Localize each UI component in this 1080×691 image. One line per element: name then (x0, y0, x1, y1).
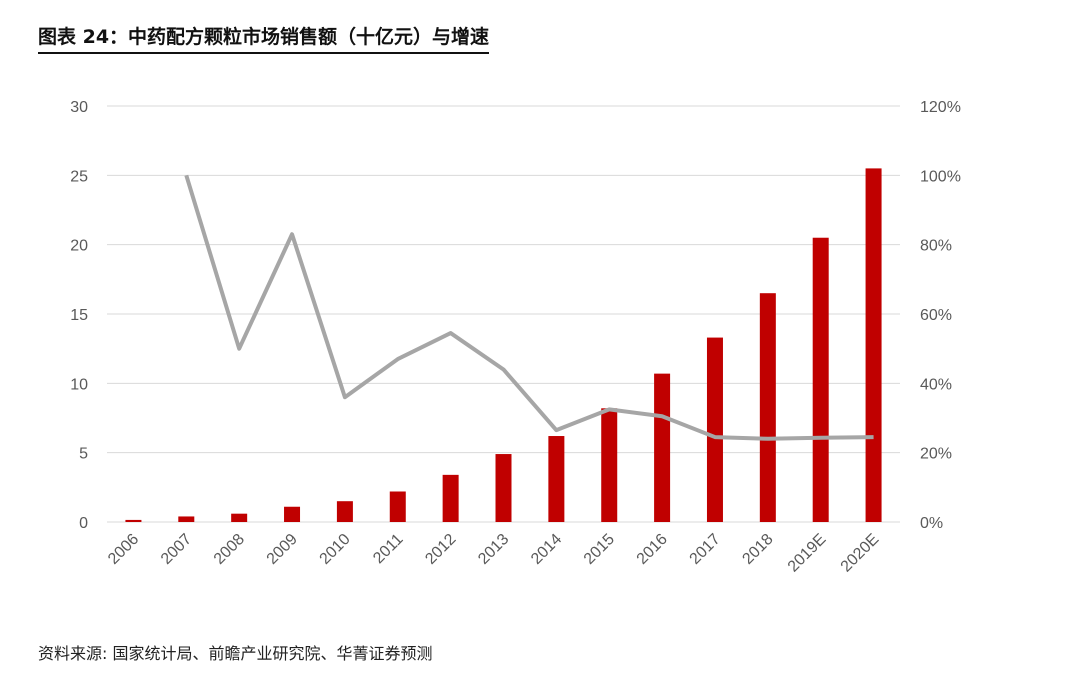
y-left-tick-label: 30 (70, 99, 88, 116)
y-right-tick-label: 80% (920, 238, 952, 255)
y-right-tick-label: 60% (920, 307, 952, 324)
x-tick-label: 2017 (687, 531, 724, 568)
y-right-tick-label: 40% (920, 376, 952, 393)
y-right-tick-label: 0% (920, 515, 943, 532)
bar (601, 408, 618, 522)
x-tick-label: 2015 (581, 531, 618, 568)
x-tick-label: 2014 (528, 531, 565, 568)
y-left-tick-label: 25 (70, 168, 88, 185)
x-tick-label: 2006 (105, 531, 142, 568)
bar (336, 501, 353, 522)
x-tick-label: 2019E (785, 531, 830, 576)
y-right-tick-label: 100% (920, 168, 961, 185)
bar (548, 436, 565, 522)
y-left-tick-label: 5 (79, 446, 88, 463)
bar (865, 168, 882, 522)
x-tick-label: 2009 (264, 531, 301, 568)
y-left-tick-label: 20 (70, 238, 88, 255)
y-right-tick-label: 120% (920, 99, 961, 116)
bar (389, 491, 406, 522)
bar (759, 293, 776, 522)
x-tick-label: 2010 (317, 531, 354, 568)
bar (178, 516, 195, 522)
y-left-tick-label: 15 (70, 307, 88, 324)
x-tick-label: 2012 (422, 531, 459, 568)
x-tick-label: 2008 (211, 531, 248, 568)
bar (654, 373, 671, 522)
bar (495, 454, 512, 522)
x-tick-label: 2018 (739, 531, 776, 568)
bar (125, 519, 142, 522)
bar (442, 474, 459, 522)
growth-line (184, 174, 874, 441)
y-left-tick-label: 10 (70, 376, 88, 393)
x-tick-label: 2020E (838, 531, 883, 576)
x-tick-label: 2011 (370, 531, 406, 567)
chart-title: 图表 24：中药配方颗粒市场销售额（十亿元）与增速 (38, 22, 490, 54)
y-left-tick-label: 0 (79, 515, 88, 532)
bar (284, 506, 301, 522)
x-tick-label: 2016 (634, 531, 671, 568)
y-right-tick-label: 20% (920, 446, 952, 463)
bar (706, 337, 723, 522)
x-tick-label: 2013 (475, 531, 512, 568)
bar (812, 237, 829, 522)
bar (231, 513, 248, 522)
source-note: 资料来源: 国家统计局、前瞻产业研究院、华菁证券预测 (38, 644, 433, 663)
x-tick-label: 2007 (158, 531, 195, 568)
